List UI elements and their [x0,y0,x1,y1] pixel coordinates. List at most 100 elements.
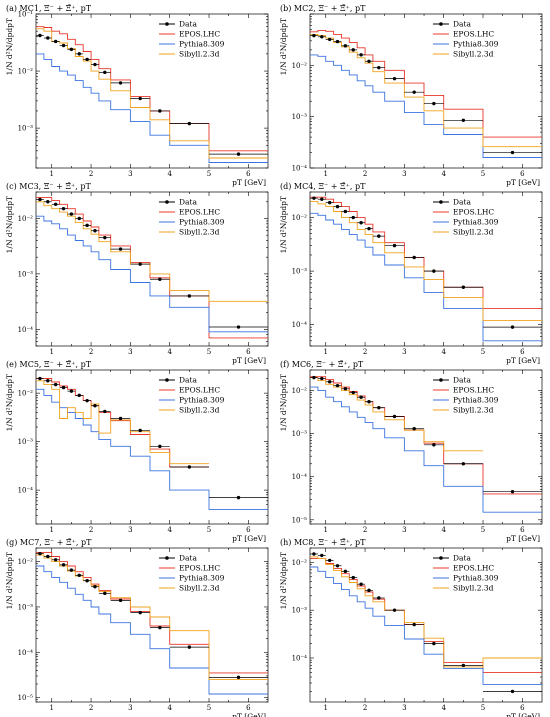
data-point [38,197,42,202]
data-point [335,204,340,209]
x-tick-label: 6 [246,348,251,356]
data-point [38,551,42,556]
data-point [461,118,466,122]
y-tick-label: 10⁻⁴ [18,326,34,334]
y-tick-label: 10⁻² [292,559,308,567]
legend-entry: Pythia8.309 [179,574,225,583]
data-point [46,36,50,40]
series-sibyll-2-3d [310,377,483,452]
x-tick-label: 4 [167,526,172,534]
data-point [93,404,97,408]
data-point [392,414,397,419]
y-axis-label: 1/N d²N/dpdpT [279,374,288,431]
legend-entry: EPOS.LHC [453,208,494,217]
data-point [510,325,515,329]
panel-title: (d) MC4, Ξ⁻ + Ξ̄⁺, pT [280,182,366,191]
data-point [359,582,363,586]
legend-entry: Sibyll.2.3d [179,584,220,593]
x-tick-label: 5 [207,348,211,356]
legend-entry: Pythia8.309 [453,396,499,405]
x-tick-label: 3 [402,348,406,356]
data-point [377,596,381,600]
y-tick-label: 10⁻² [18,390,34,398]
data-point [38,33,42,38]
x-tick-label: 3 [128,170,132,178]
panel-title: (f) MC6, Ξ⁻ + Ξ̄⁺, pT [280,360,364,369]
x-tick-label: 1 [323,348,327,356]
data-point [61,43,66,48]
data-point [312,33,316,38]
data-point [46,379,50,383]
x-tick-label: 6 [520,170,525,178]
data-point [343,387,348,391]
x-tick-label: 6 [246,526,251,534]
panel-title: (e) MC5, Ξ⁻ + Ξ̄⁺, pT [6,360,92,369]
data-point [93,584,97,589]
y-tick-label: 10⁻³ [292,607,308,615]
data-point [320,197,324,201]
legend-entry: Data [179,376,197,385]
data-point [335,39,340,44]
data-point [367,588,371,593]
series-pythia8-309 [36,53,268,163]
y-tick-label: 10⁻² [292,387,308,395]
x-tick-label: 3 [128,348,132,356]
data-point [187,465,192,469]
data-point [103,409,107,414]
legend-entry: Sibyll.2.3d [453,228,494,237]
y-tick-label: 10⁻² [292,62,308,70]
data-point [77,216,81,221]
data-point [461,462,466,466]
data-point [77,52,81,56]
series-epos-lhc [36,196,268,339]
data-point [412,90,416,94]
series-epos-lhc [310,29,542,138]
y-tick-label: 10⁻⁴ [18,487,34,495]
x-tick-label: 2 [363,526,367,534]
panel-title: (g) MC7, Ξ⁻ + Ξ̄⁺, pT [6,538,92,547]
x-tick-label: 6 [520,526,525,534]
y-axis-label: 1/N d²N/dpdpT [5,18,14,75]
x-tick-label: 5 [207,526,211,534]
data-point [38,376,42,381]
data-point [138,96,142,101]
y-tick-label: 10⁻⁴ [18,649,34,657]
y-tick-label: 10⁻² [292,214,308,222]
data-point [158,277,162,281]
panel-title: (c) MC3, Ξ⁻ + Ξ̄⁺, pT [6,182,91,191]
x-tick-label: 3 [402,526,406,534]
series-sibyll-2-3d [36,201,268,302]
data-point [312,552,316,556]
data-point [236,495,241,500]
panel-2: (b) MC2, Ξ⁻ + Ξ̄⁺, pT 1 2 3 4 5 6 10⁻⁴ 10⁻³ 10⁻² p… [279,4,543,187]
legend-entry: Pythia8.309 [453,574,499,583]
legend-entry: EPOS.LHC [453,564,494,573]
y-tick-label: 10⁻³ [292,268,308,276]
plot-frame [35,369,269,525]
y-tick-label: 10⁻⁴ [292,165,308,173]
data-point [138,610,142,615]
plot-frame [309,547,543,703]
data-point [367,59,371,63]
x-axis-label: pT [GeV] [506,534,540,543]
x-tick-label: 3 [402,704,406,712]
x-tick-label: 2 [89,526,93,534]
data-point [367,400,371,404]
y-tick-label: 10⁻³ [292,430,308,438]
data-point [118,416,123,421]
plot-frame [309,369,543,525]
data-point [510,489,515,494]
y-tick-label: 10⁻² [18,558,34,566]
series-pythia8-309 [36,215,268,333]
y-axis-label: 1/N d²N/dpdpT [5,196,14,253]
legend-entry: EPOS.LHC [453,386,494,395]
legend-entry: Pythia8.309 [453,218,499,227]
data-point [85,578,89,583]
data-point [359,221,363,225]
data-point [61,563,66,567]
data-point [327,558,332,563]
series-epos-lhc [36,26,268,152]
plot-frame [35,13,269,169]
data-point [158,444,162,449]
data-point [377,406,381,410]
